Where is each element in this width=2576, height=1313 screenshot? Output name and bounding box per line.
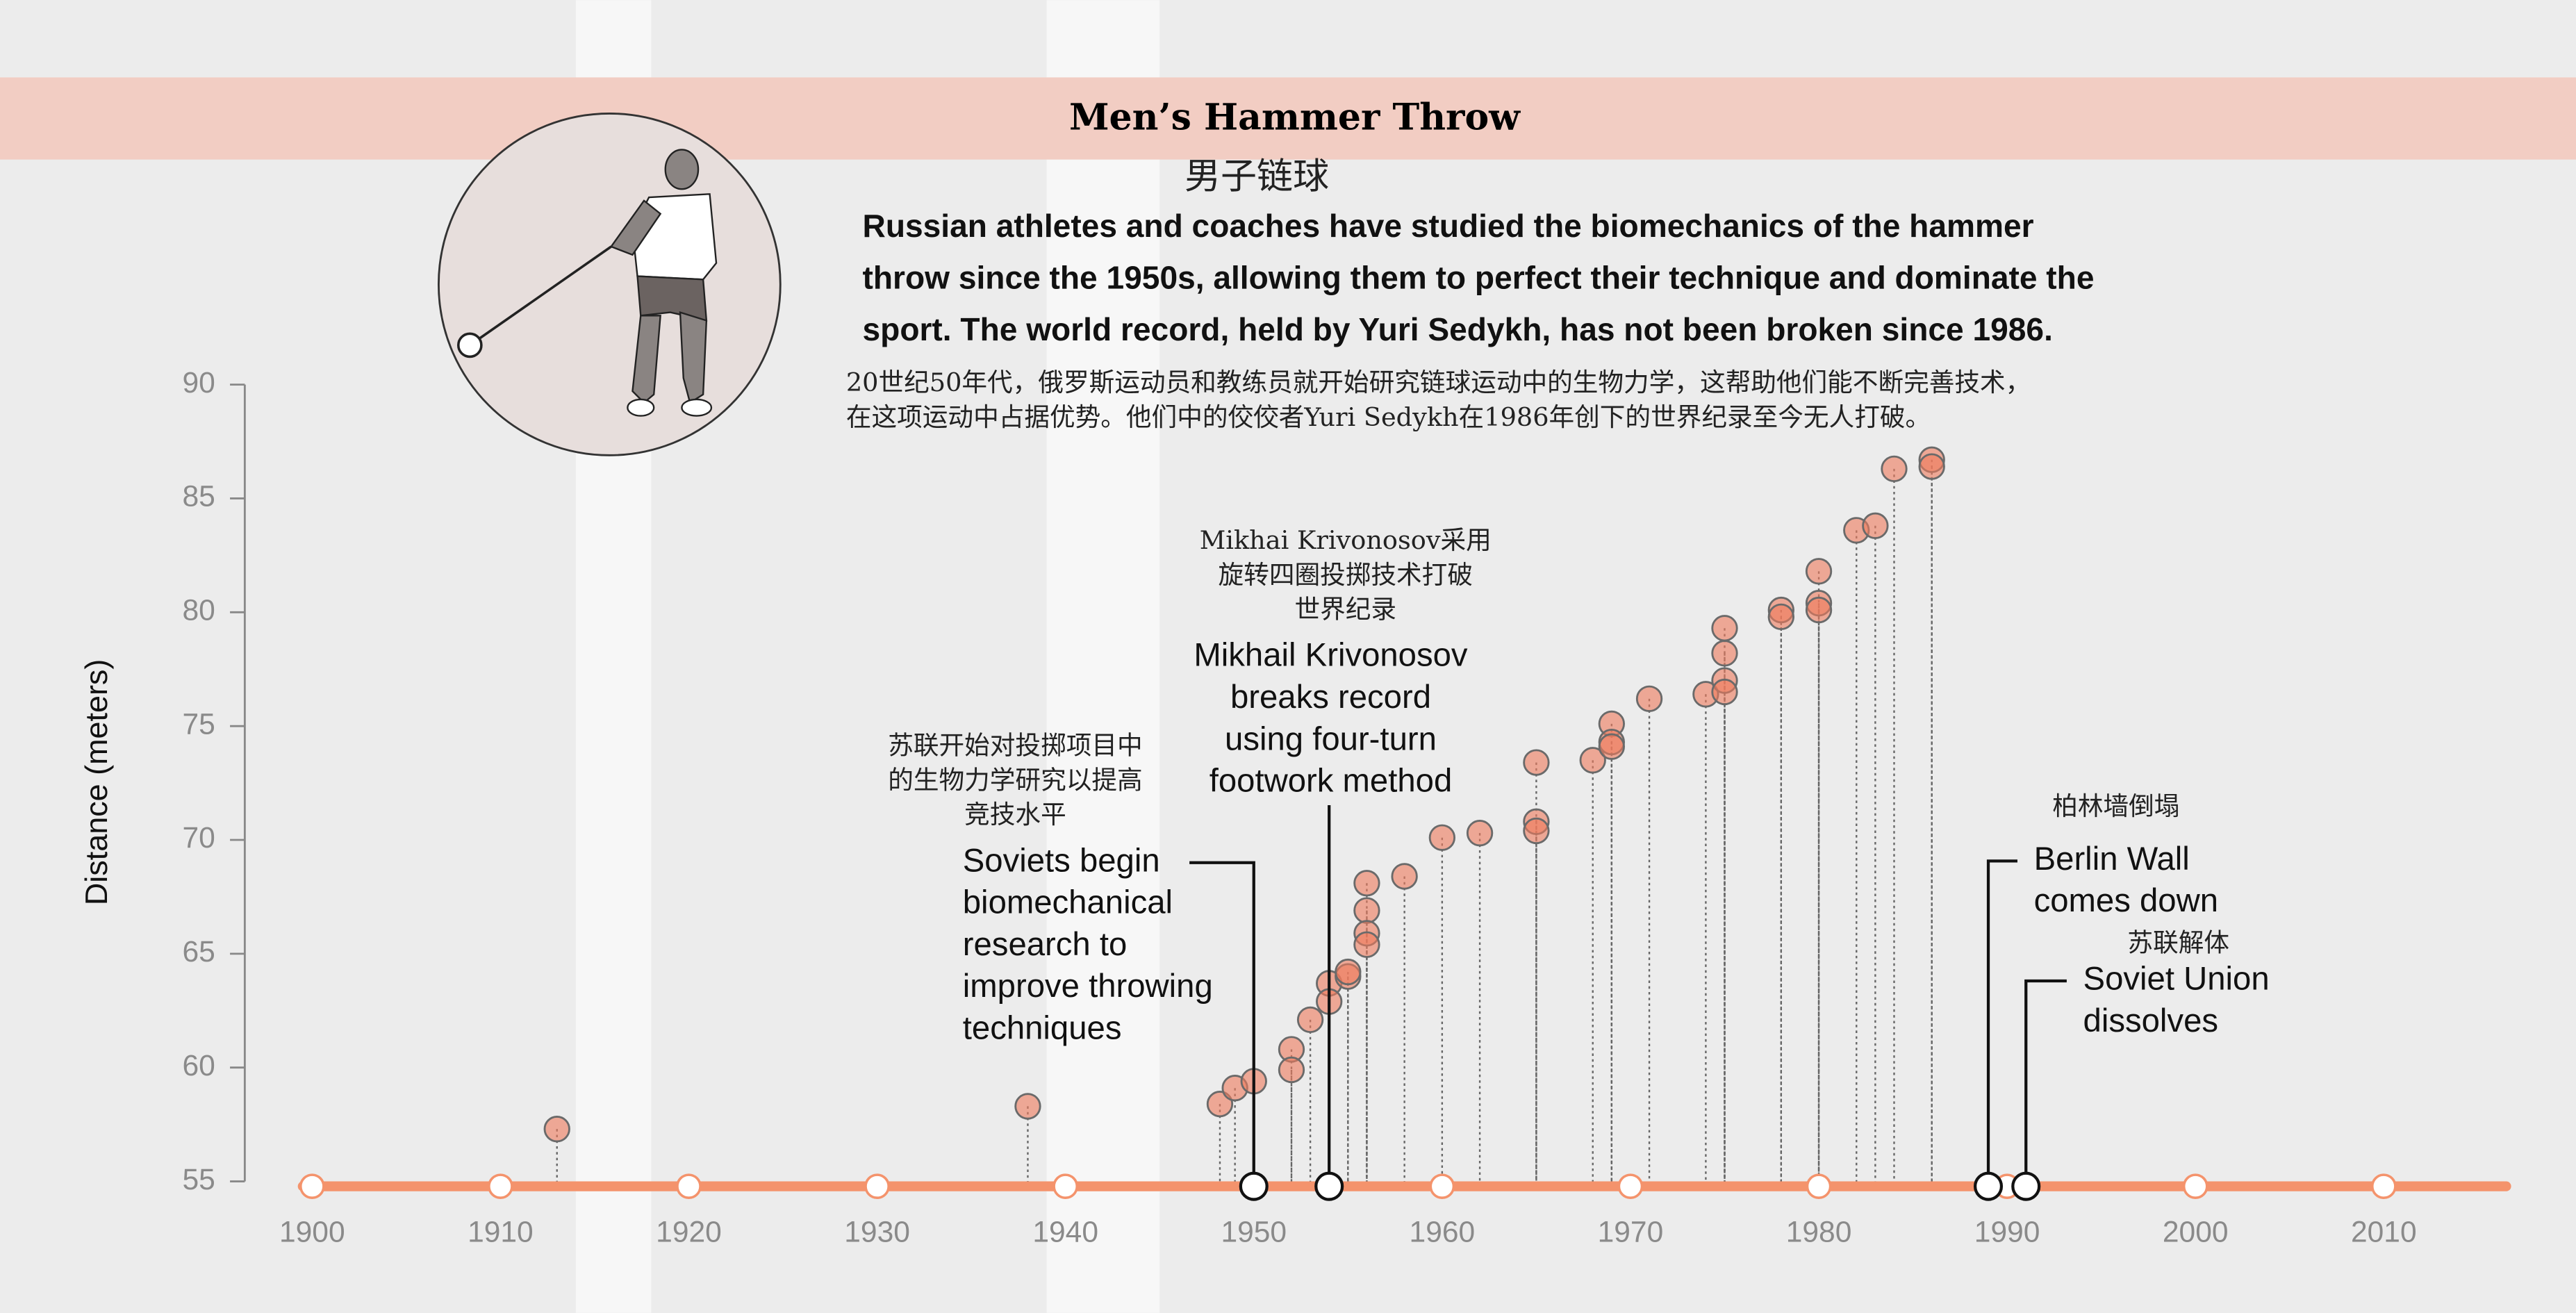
event-marker [1973, 1171, 2004, 1201]
y-tick-label: 75 [182, 707, 215, 741]
event-connector [1986, 859, 2017, 1187]
x-tick-marker [1617, 1173, 1644, 1199]
x-tick-marker [1429, 1173, 1455, 1199]
event-label: biomechanical [963, 884, 1173, 921]
data-point [1296, 1006, 1324, 1034]
data-point [1523, 817, 1550, 845]
event-label-zh: 世界纪录 [1294, 594, 1396, 624]
data-point [1805, 558, 1833, 585]
x-tick-marker [676, 1173, 702, 1199]
x-tick-label: 1910 [468, 1215, 534, 1248]
event-label: Soviets begin [963, 842, 1160, 879]
description-line: Russian athletes and coaches have studie… [863, 208, 2034, 244]
header-band [0, 77, 2576, 160]
x-tick-marker [2370, 1173, 2397, 1199]
event-label-zh: 旋转四圈投掷技术打破 [1219, 560, 1473, 590]
event-connector [1189, 861, 1255, 1187]
event-label: breaks record [1230, 679, 1431, 716]
event-label: dissolves [2083, 1002, 2218, 1039]
data-point [1014, 1093, 1041, 1120]
data-point [1918, 453, 1945, 480]
event-label-zh: Mikhai Krivonosov采用 [1200, 525, 1492, 555]
description-zh-line: 20世纪50年代，俄罗斯运动员和教练员就开始研究链球运动中的生物力学，这帮助他们… [846, 368, 2031, 397]
x-tick-marker [2182, 1173, 2208, 1199]
illustration [437, 113, 782, 456]
description-line: sport. The world record, held by Yuri Se… [863, 311, 2053, 347]
x-tick-label: 1980 [1786, 1215, 1852, 1248]
description-line: throw since the 1950s, allowing them to … [863, 260, 2095, 296]
event-label-zh: 苏联开始对投掷项目中 [888, 731, 1142, 761]
event-marker [1314, 1171, 1344, 1201]
data-point [1391, 863, 1418, 890]
event-label: comes down [2034, 882, 2218, 919]
x-tick-label: 1900 [279, 1215, 345, 1248]
event-label-zh: 的生物力学研究以提高 [888, 765, 1142, 795]
data-point [1862, 512, 1889, 539]
data-point [1767, 603, 1794, 631]
y-tick-label: 90 [182, 366, 215, 399]
x-tick-label: 1920 [656, 1215, 722, 1248]
data-point [1881, 455, 1908, 483]
y-axis-label: Distance (meters) [79, 659, 114, 905]
x-tick-marker [488, 1173, 513, 1199]
x-tick-label: 1940 [1032, 1215, 1098, 1248]
data-point [1523, 749, 1550, 776]
data-point [1278, 1056, 1305, 1084]
x-tick-marker [1052, 1173, 1079, 1199]
event-label: Mikhail Krivonosov [1194, 637, 1468, 674]
data-point [1353, 897, 1380, 924]
data-point [1579, 747, 1606, 774]
data-point [1335, 958, 1362, 986]
y-tick-label: 55 [182, 1163, 215, 1196]
data-point [1805, 596, 1833, 624]
x-tick-marker [864, 1173, 890, 1199]
chart-title-zh: 男子链球 [1184, 156, 1329, 198]
data-point [1428, 824, 1456, 851]
x-tick-label: 1970 [1598, 1215, 1664, 1248]
description-zh-line: 在这项运动中占据优势。他们中的佼佼者Yuri Sedykh在1986年创下的世界… [846, 402, 1931, 432]
event-label-zh: 苏联解体 [2127, 928, 2229, 958]
event-label: footwork method [1209, 763, 1453, 800]
event-label-zh: 竞技水平 [964, 800, 1066, 829]
x-tick-label: 2010 [2351, 1215, 2417, 1248]
data-point [1711, 678, 1738, 706]
x-tick-marker [299, 1173, 325, 1199]
y-tick-label: 60 [182, 1049, 215, 1082]
event-label: using four-turn [1225, 720, 1437, 757]
event-label: Berlin Wall [2034, 841, 2190, 877]
x-tick-marker [1806, 1173, 1832, 1199]
x-tick-label: 1990 [1974, 1215, 2040, 1248]
shaded-period [1046, 0, 1160, 1313]
y-tick-label: 80 [182, 594, 215, 627]
x-tick-label: 1930 [844, 1215, 910, 1248]
event-connector [2024, 979, 2067, 1187]
x-tick-label: 1950 [1221, 1215, 1287, 1248]
event-marker [1239, 1171, 1269, 1201]
y-tick-label: 85 [182, 480, 215, 513]
event-label-zh: 柏林墙倒塌 [2052, 791, 2179, 821]
y-tick-label: 70 [182, 821, 215, 854]
data-point [543, 1116, 570, 1143]
event-label: improve throwing [963, 968, 1213, 1005]
x-tick-label: 2000 [2163, 1215, 2229, 1248]
event-marker [2011, 1171, 2041, 1201]
data-point [1598, 733, 1625, 760]
data-point [1711, 640, 1738, 667]
data-point [1466, 820, 1494, 847]
x-tick-label: 1960 [1410, 1215, 1476, 1248]
event-label: techniques [963, 1009, 1122, 1046]
data-point [1353, 870, 1380, 897]
data-point [1635, 685, 1663, 712]
chart-title: Men’s Hammer Throw [1069, 96, 1521, 138]
y-tick-label: 65 [182, 935, 215, 968]
event-label: Soviet Union [2083, 961, 2270, 998]
event-label: research to [963, 926, 1128, 963]
data-point [1353, 931, 1380, 958]
data-point [1711, 615, 1738, 642]
